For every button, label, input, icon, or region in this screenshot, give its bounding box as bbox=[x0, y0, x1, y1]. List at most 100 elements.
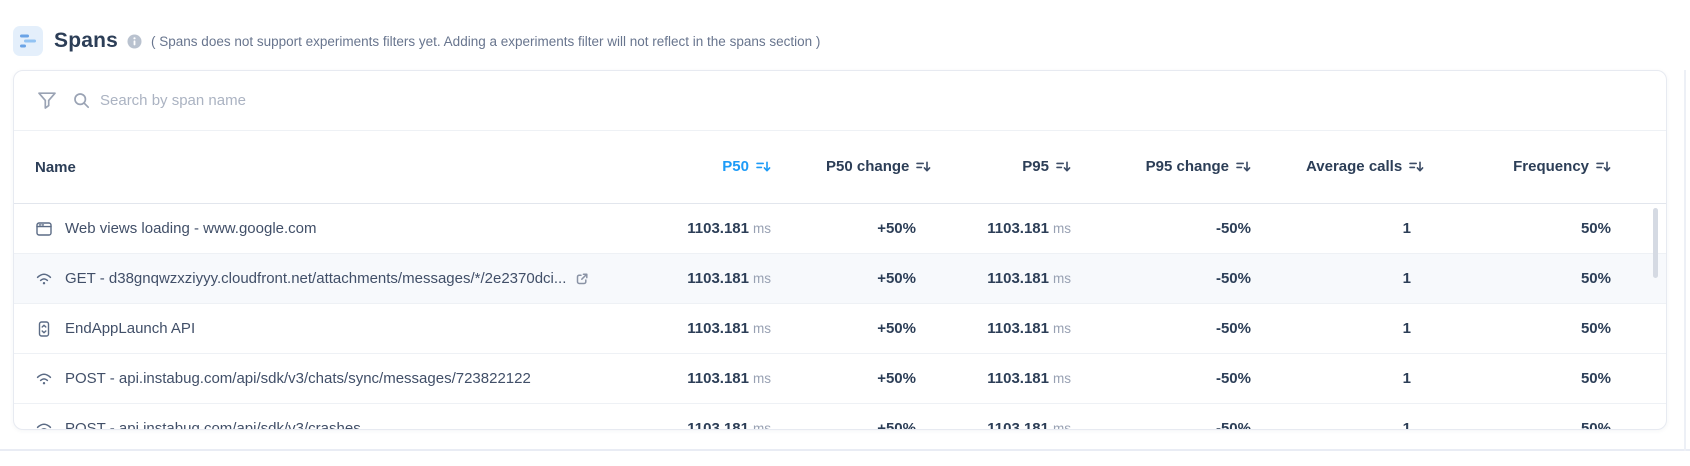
p95-value: 1103.181 bbox=[987, 269, 1049, 287]
average-calls-cell: 1 bbox=[1306, 220, 1466, 238]
p95-value: 1103.181 bbox=[987, 369, 1049, 387]
p50-unit: ms bbox=[753, 370, 771, 386]
average-calls-value: 1 bbox=[1402, 419, 1411, 430]
p50-value: 1103.181 bbox=[687, 319, 749, 337]
p50-change-value: +50% bbox=[877, 369, 916, 387]
sort-icon bbox=[1056, 159, 1071, 176]
p95-change-value: -50% bbox=[1215, 319, 1251, 337]
sort-icon bbox=[756, 159, 771, 176]
search-input[interactable] bbox=[100, 92, 700, 109]
p50-change-cell: +50% bbox=[826, 320, 971, 338]
span-name-cell: GET - d38gnqwzxziyyy.cloudfront.net/atta… bbox=[14, 270, 636, 287]
frequency-cell: 50% bbox=[1466, 270, 1666, 288]
column-header-frequency[interactable]: Frequency bbox=[1466, 158, 1666, 176]
p95-change-value: -50% bbox=[1215, 269, 1251, 287]
p50-change-cell: +50% bbox=[826, 419, 971, 430]
p95-change-cell: -50% bbox=[1126, 420, 1306, 430]
search-row bbox=[14, 71, 1666, 131]
p50-unit: ms bbox=[753, 420, 771, 430]
p50-unit: ms bbox=[753, 270, 771, 286]
p95-unit: ms bbox=[1053, 420, 1071, 430]
p95-change-cell: -50% bbox=[1126, 370, 1306, 388]
table-row[interactable]: GET - d38gnqwzxziyyy.cloudfront.net/atta… bbox=[14, 254, 1666, 304]
p95-unit: ms bbox=[1053, 220, 1071, 236]
p50-cell: 1103.181 ms bbox=[636, 270, 826, 288]
sort-icon bbox=[1236, 159, 1251, 176]
average-calls-cell: 1 bbox=[1306, 370, 1466, 388]
column-header-name: Name bbox=[35, 158, 76, 176]
p50-value: 1103.181 bbox=[687, 269, 749, 287]
webview-icon bbox=[35, 221, 53, 236]
app-launch-icon bbox=[35, 320, 53, 337]
p50-unit: ms bbox=[753, 320, 771, 336]
p95-cell: 1103.181 ms bbox=[971, 370, 1126, 388]
filter-funnel-icon[interactable] bbox=[35, 89, 59, 113]
frequency-cell: 50% bbox=[1466, 419, 1666, 430]
span-name-cell: EndAppLaunch API bbox=[14, 320, 636, 337]
p50-value: 1103.181 bbox=[687, 369, 749, 387]
p50-cell: 1103.181 ms bbox=[636, 220, 826, 238]
span-name-cell: POST - api.instabug.com/api/sdk/v3/chats… bbox=[14, 370, 636, 387]
p50-change-value: +50% bbox=[877, 419, 916, 430]
column-header-p95-change[interactable]: P95 change bbox=[1126, 158, 1306, 176]
average-calls-cell: 1 bbox=[1306, 320, 1466, 338]
column-header-p50-change[interactable]: P50 change bbox=[826, 158, 971, 176]
frequency-value: 50% bbox=[1580, 269, 1611, 287]
column-header-average-calls[interactable]: Average calls bbox=[1306, 158, 1466, 176]
p95-value: 1103.181 bbox=[987, 319, 1049, 337]
span-name: EndAppLaunch API bbox=[65, 320, 196, 337]
p50-value: 1103.181 bbox=[687, 419, 749, 430]
page-title: Spans bbox=[54, 29, 119, 52]
external-link-icon[interactable] bbox=[575, 272, 589, 286]
network-icon bbox=[35, 272, 53, 285]
sort-icon bbox=[1596, 159, 1611, 176]
span-name-cell: Web views loading - www.google.com bbox=[14, 220, 636, 237]
span-name-cell: POST - api.instabug.com/api/sdk/v3/crash… bbox=[14, 420, 636, 429]
vertical-scrollbar-thumb[interactable] bbox=[1653, 208, 1658, 278]
p95-cell: 1103.181 ms bbox=[971, 420, 1126, 430]
sort-icon bbox=[1409, 159, 1424, 176]
search-box bbox=[73, 92, 1666, 109]
p95-unit: ms bbox=[1053, 370, 1071, 386]
p95-unit: ms bbox=[1053, 320, 1071, 336]
table-body: Web views loading - www.google.com 1103.… bbox=[14, 204, 1666, 430]
frequency-value: 50% bbox=[1580, 419, 1611, 430]
span-name: GET - d38gnqwzxziyyy.cloudfront.net/atta… bbox=[65, 270, 567, 287]
frequency-cell: 50% bbox=[1466, 220, 1666, 238]
column-header-p95[interactable]: P95 bbox=[971, 158, 1126, 176]
p50-cell: 1103.181 ms bbox=[636, 320, 826, 338]
table-row[interactable]: Web views loading - www.google.com 1103.… bbox=[14, 204, 1666, 254]
span-name: Web views loading - www.google.com bbox=[65, 220, 317, 237]
p95-value: 1103.181 bbox=[987, 219, 1049, 237]
network-icon bbox=[35, 422, 53, 429]
p95-change-cell: -50% bbox=[1126, 220, 1306, 238]
p95-change-cell: -50% bbox=[1126, 320, 1306, 338]
average-calls-cell: 1 bbox=[1306, 419, 1466, 430]
table-row[interactable]: POST - api.instabug.com/api/sdk/v3/crash… bbox=[14, 404, 1666, 430]
p95-unit: ms bbox=[1053, 270, 1071, 286]
p50-cell: 1103.181 ms bbox=[636, 419, 826, 430]
spans-card: Name P50 P50 change P95 P95 change Avera… bbox=[13, 70, 1667, 430]
average-calls-value: 1 bbox=[1402, 219, 1411, 237]
info-icon[interactable] bbox=[127, 34, 142, 49]
p50-cell: 1103.181 ms bbox=[636, 370, 826, 388]
table-row[interactable]: POST - api.instabug.com/api/sdk/v3/chats… bbox=[14, 354, 1666, 404]
average-calls-cell: 1 bbox=[1306, 270, 1466, 288]
p50-change-cell: +50% bbox=[826, 370, 971, 388]
frequency-cell: 50% bbox=[1466, 370, 1666, 388]
table-header: Name P50 P50 change P95 P95 change Avera… bbox=[14, 131, 1666, 204]
p50-change-cell: +50% bbox=[826, 220, 971, 238]
average-calls-value: 1 bbox=[1402, 269, 1411, 287]
table-row[interactable]: EndAppLaunch API 1103.181 ms +50% 1103.18… bbox=[14, 304, 1666, 354]
p95-change-cell: -50% bbox=[1126, 270, 1306, 288]
p50-change-value: +50% bbox=[877, 219, 916, 237]
experiments-filter-note: ( Spans does not support experiments fil… bbox=[151, 33, 821, 49]
search-icon bbox=[74, 93, 90, 109]
p95-change-value: -50% bbox=[1215, 369, 1251, 387]
p50-change-value: +50% bbox=[877, 269, 916, 287]
sort-icon bbox=[916, 159, 931, 176]
p50-change-value: +50% bbox=[877, 319, 916, 337]
column-header-p50[interactable]: P50 bbox=[636, 158, 826, 176]
frequency-value: 50% bbox=[1580, 219, 1611, 237]
